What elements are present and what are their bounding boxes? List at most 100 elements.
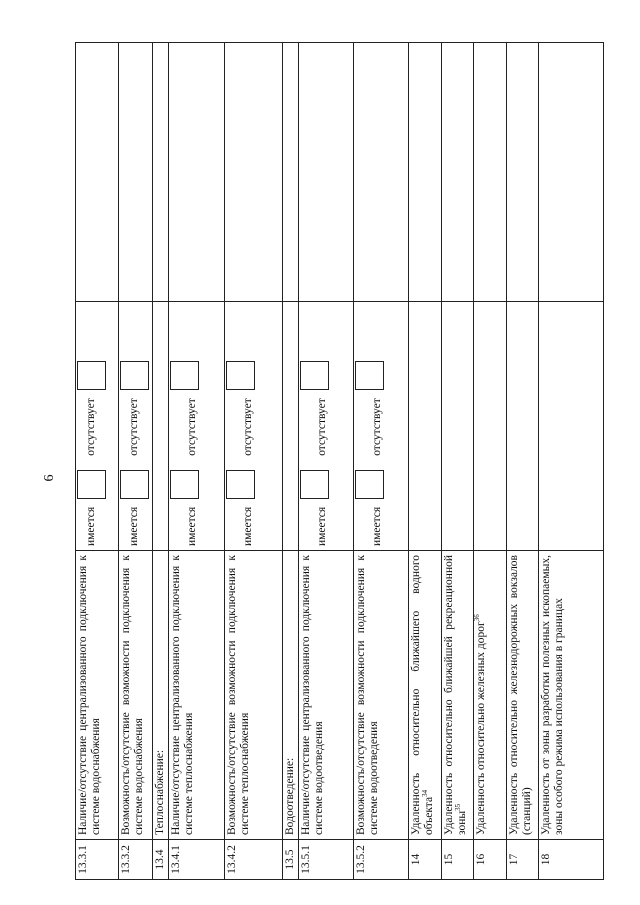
notes-cell[interactable] xyxy=(353,42,409,302)
form-table: 13.3.1 Наличие/отсутствие централизованно… xyxy=(75,42,604,880)
table-row: 13.5.1 Наличие/отсутствие централизованно… xyxy=(298,42,354,880)
row-description: Удаленность относительно железнодорожных… xyxy=(506,550,539,840)
option-yes-label: имеется xyxy=(85,506,97,546)
notes-cell[interactable] xyxy=(538,42,604,302)
description-text: Возможность/отсутствие возможности подкл… xyxy=(355,555,380,835)
value-cell[interactable] xyxy=(408,301,442,551)
row-number: 13.4.1 xyxy=(168,839,225,880)
option-no-label: отсутствует xyxy=(85,398,97,456)
option-no-label: отсутствует xyxy=(316,398,328,456)
table-row: 15 Удаленность относительно ближайшей рек… xyxy=(441,42,474,880)
notes-cell[interactable] xyxy=(224,42,283,302)
description-text: Удаленность относительно железнодорожных… xyxy=(508,555,533,835)
row-options: имеется отсутствует xyxy=(118,301,153,551)
description-text: Теплоснабжение: xyxy=(154,749,166,835)
row-number: 13.3.2 xyxy=(118,839,153,880)
notes-cell[interactable] xyxy=(441,42,474,302)
value-cell[interactable] xyxy=(441,301,474,551)
row-options: имеется отсутствует xyxy=(168,301,225,551)
footnote-ref: 36 xyxy=(473,614,482,622)
option-no-label: отсутствует xyxy=(242,398,254,456)
description-text: Наличие/отсутствие централизованного под… xyxy=(77,555,102,835)
table-row: 13.5 Водоотведение: xyxy=(282,42,299,880)
notes-cell[interactable] xyxy=(118,42,153,302)
value-cell[interactable] xyxy=(282,301,299,551)
row-number: 13.4.2 xyxy=(224,839,283,880)
notes-cell[interactable] xyxy=(408,42,442,302)
notes-cell[interactable] xyxy=(75,42,119,302)
value-cell[interactable] xyxy=(538,301,604,551)
footnote-ref: 35 xyxy=(454,803,463,811)
row-number: 14 xyxy=(408,839,442,880)
table-row: 14 Удаленность относительно ближайшего во… xyxy=(408,42,442,880)
option-yes-label: имеется xyxy=(128,506,140,546)
description-text: Водоотведение: xyxy=(284,757,296,835)
row-number: 16 xyxy=(473,839,507,880)
table-row: 18 Удаленность от зоны разработки полезны… xyxy=(538,42,604,880)
row-description: Возможность/отсутствие возможности подкл… xyxy=(353,550,409,840)
row-number: 13.5 xyxy=(282,839,299,880)
checkbox-no[interactable] xyxy=(226,361,255,391)
value-cell[interactable] xyxy=(152,301,169,551)
row-options: имеется отсутствует xyxy=(353,301,409,551)
table-row: 16 Удаленность относительно железных доро… xyxy=(473,42,507,880)
table-row: 13.4.1 Наличие/отсутствие централизованно… xyxy=(168,42,225,880)
table-row: 13.5.2 Возможность/отсутствие возможности… xyxy=(353,42,409,880)
notes-cell[interactable] xyxy=(282,42,299,302)
row-description: Удаленность от зоны разработки полезных … xyxy=(538,550,604,840)
checkbox-yes[interactable] xyxy=(300,469,329,499)
description-text: Наличие/отсутствие централизованного под… xyxy=(170,555,195,835)
checkbox-yes[interactable] xyxy=(355,469,384,499)
row-description: Удаленность относительно железных дорог3… xyxy=(473,550,507,840)
row-number: 18 xyxy=(538,839,604,880)
notes-cell[interactable] xyxy=(298,42,354,302)
row-description: Теплоснабжение: xyxy=(152,550,169,840)
description-text: Возможность/отсутствие возможности подкл… xyxy=(226,555,251,835)
row-number: 13.5.2 xyxy=(353,839,409,880)
checkbox-no[interactable] xyxy=(355,361,384,391)
checkbox-no[interactable] xyxy=(120,361,149,391)
checkbox-yes[interactable] xyxy=(226,469,255,499)
description-text: Возможность/отсутствие возможности подкл… xyxy=(120,555,145,835)
row-description: Удаленность относительно ближайшей рекре… xyxy=(441,550,474,840)
notes-cell[interactable] xyxy=(473,42,507,302)
option-no-label: отсутствует xyxy=(371,398,383,456)
description-text: Удаленность относительно железных дорог xyxy=(475,621,487,835)
notes-cell[interactable] xyxy=(168,42,225,302)
checkbox-yes[interactable] xyxy=(170,469,199,499)
checkbox-no[interactable] xyxy=(300,361,329,391)
row-number: 13.5.1 xyxy=(298,839,354,880)
option-yes-label: имеется xyxy=(186,506,198,546)
row-options: имеется отсутствует xyxy=(75,301,119,551)
row-description: Возможность/отсутствие возможности подкл… xyxy=(118,550,153,840)
row-options: имеется отсутствует xyxy=(224,301,283,551)
value-cell[interactable] xyxy=(506,301,539,551)
row-number: 13.3.1 xyxy=(75,839,119,880)
option-yes-label: имеется xyxy=(371,506,383,546)
option-yes-label: имеется xyxy=(242,506,254,546)
description-text: Удаленность относительно ближайшей рекре… xyxy=(443,555,468,835)
footnote-ref: 34 xyxy=(421,789,430,797)
checkbox-no[interactable] xyxy=(77,361,106,391)
form-table-rotated: 13.3.1 Наличие/отсутствие централизованно… xyxy=(75,42,604,880)
row-description: Удаленность относительно ближайшего водн… xyxy=(408,550,442,840)
notes-cell[interactable] xyxy=(152,42,169,302)
row-number: 13.4 xyxy=(152,839,169,880)
description-text: Удаленность от зоны разработки полезных … xyxy=(540,555,565,835)
row-number: 15 xyxy=(441,839,474,880)
checkbox-yes[interactable] xyxy=(77,469,106,499)
option-no-label: отсутствует xyxy=(186,398,198,456)
notes-cell[interactable] xyxy=(506,42,539,302)
table-row: 17 Удаленность относительно железнодорожн… xyxy=(506,42,539,880)
table-row: 13.3.2 Возможность/отсутствие возможности… xyxy=(118,42,153,880)
value-cell[interactable] xyxy=(473,301,507,551)
row-description: Наличие/отсутствие централизованного под… xyxy=(75,550,119,840)
checkbox-yes[interactable] xyxy=(120,469,149,499)
row-number: 17 xyxy=(506,839,539,880)
row-description: Наличие/отсутствие централизованного под… xyxy=(298,550,354,840)
row-description: Возможность/отсутствие возможности подкл… xyxy=(224,550,283,840)
option-yes-label: имеется xyxy=(316,506,328,546)
checkbox-no[interactable] xyxy=(170,361,199,391)
table-row: 13.4 Теплоснабжение: xyxy=(152,42,169,880)
description-text: Наличие/отсутствие централизованного под… xyxy=(300,555,325,835)
